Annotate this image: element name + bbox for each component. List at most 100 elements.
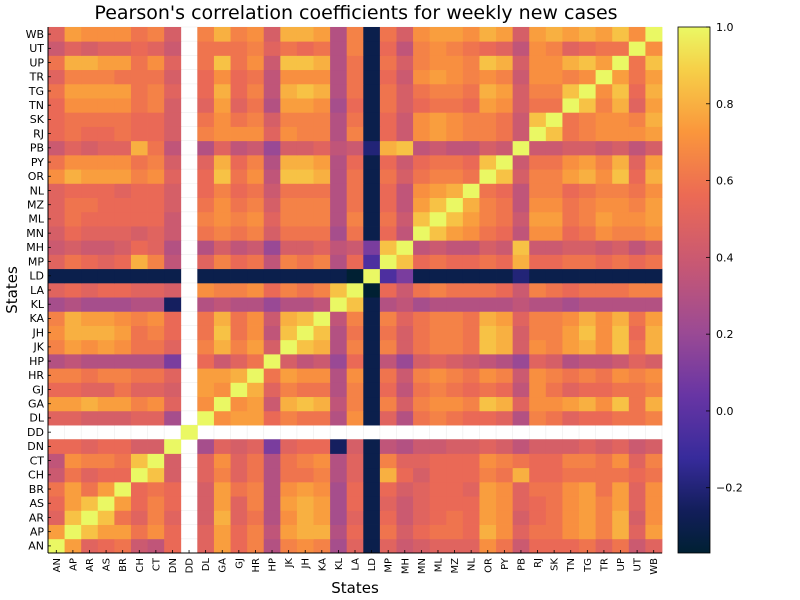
heatmap-cell [164, 268, 182, 284]
heatmap-cell [97, 524, 115, 540]
heatmap-cell [379, 353, 397, 369]
heatmap-cell [330, 496, 348, 511]
heatmap-cell [346, 154, 364, 170]
heatmap-cell [114, 453, 132, 469]
heatmap-cell [529, 268, 547, 284]
heatmap-cell [363, 467, 381, 483]
x-tick-label: GA [218, 558, 229, 573]
heatmap-cell [330, 353, 348, 369]
heatmap-cell [529, 339, 547, 355]
heatmap-cell [114, 226, 132, 241]
heatmap-cell [97, 197, 115, 213]
heatmap-cell [545, 226, 563, 241]
heatmap-cell [496, 496, 514, 511]
heatmap-cell [64, 41, 82, 56]
x-tick-label: AP [68, 558, 79, 571]
heatmap-cell [280, 410, 298, 426]
heatmap-cell [230, 439, 248, 454]
heatmap-cell [48, 481, 65, 497]
heatmap-cell [529, 467, 547, 483]
heatmap-cell [64, 467, 82, 483]
heatmap-cell [247, 439, 265, 454]
heatmap-cell [446, 325, 464, 341]
heatmap-cell [346, 83, 364, 99]
heatmap-cell [396, 339, 414, 355]
heatmap-cell [114, 169, 132, 184]
x-tick-label: CT [151, 557, 162, 571]
heatmap-cell [496, 481, 514, 497]
heatmap-cell [462, 481, 480, 497]
y-tick-label: HP [29, 355, 44, 368]
heatmap-cell [579, 282, 597, 298]
heatmap-cell [462, 524, 480, 540]
heatmap-cell [479, 254, 497, 270]
heatmap-cell [247, 226, 265, 241]
heatmap-cell [579, 240, 597, 255]
heatmap-cell [496, 254, 514, 270]
heatmap-cell [579, 254, 597, 270]
heatmap-cell [496, 240, 514, 255]
heatmap-cell [446, 481, 464, 497]
heatmap-cell [330, 226, 348, 241]
heatmap-cell [230, 197, 248, 213]
y-tick-label: MP [28, 255, 44, 268]
heatmap-cell [545, 197, 563, 213]
y-tick-label: PB [30, 142, 44, 155]
heatmap-cell [247, 154, 265, 170]
heatmap-cell [213, 524, 231, 540]
heatmap-cell [64, 183, 82, 198]
heatmap-cell [512, 439, 530, 454]
heatmap-cell [529, 83, 547, 99]
heatmap-cell [379, 83, 397, 99]
heatmap-cell [396, 268, 414, 284]
heatmap-cell [230, 98, 248, 113]
heatmap-cell [545, 98, 563, 113]
heatmap-cell [429, 240, 447, 255]
heatmap-cell [64, 154, 82, 170]
heatmap-cell [346, 27, 364, 42]
heatmap-cell [379, 226, 397, 241]
heatmap-cell [628, 524, 646, 540]
heatmap-cell [396, 297, 414, 312]
heatmap-cell [64, 524, 82, 540]
heatmap-cell [446, 339, 464, 355]
y-tick-label: RJ [33, 127, 44, 140]
heatmap-cell [263, 154, 281, 170]
heatmap-cell [512, 453, 530, 469]
y-tick-label: LD [29, 270, 44, 283]
heatmap-cell [164, 211, 182, 227]
heatmap-cell [213, 169, 231, 184]
heatmap-cell [562, 467, 580, 483]
heatmap-cell [562, 169, 580, 184]
heatmap-cell [81, 368, 99, 383]
heatmap-cell [247, 510, 265, 525]
heatmap-cell [48, 197, 65, 213]
heatmap-cell [48, 339, 65, 355]
heatmap-cell [313, 126, 331, 142]
y-tick-label: OR [28, 170, 45, 183]
heatmap-cell [48, 382, 65, 398]
heatmap-cell [164, 112, 182, 127]
heatmap-cell [595, 481, 613, 497]
heatmap-cell [296, 240, 314, 255]
heatmap-cell [346, 282, 364, 298]
heatmap-cell [164, 325, 182, 341]
x-tick-label: WB [649, 558, 660, 575]
heatmap-cell [462, 538, 480, 554]
heatmap-cell [396, 169, 414, 184]
heatmap-cell [562, 183, 580, 198]
heatmap-cell [197, 325, 215, 341]
heatmap-cell [363, 126, 381, 142]
heatmap-cell [628, 27, 646, 42]
heatmap-cell [130, 382, 148, 398]
heatmap-cell [496, 453, 514, 469]
heatmap-cell [296, 226, 314, 241]
heatmap-cell [81, 83, 99, 99]
heatmap-cell [645, 55, 663, 71]
heatmap-cell [280, 112, 298, 127]
heatmap-cell [512, 112, 530, 127]
heatmap-cell [164, 254, 182, 270]
heatmap-cell [562, 55, 580, 71]
heatmap-cell [130, 538, 148, 554]
heatmap-cell [496, 382, 514, 398]
